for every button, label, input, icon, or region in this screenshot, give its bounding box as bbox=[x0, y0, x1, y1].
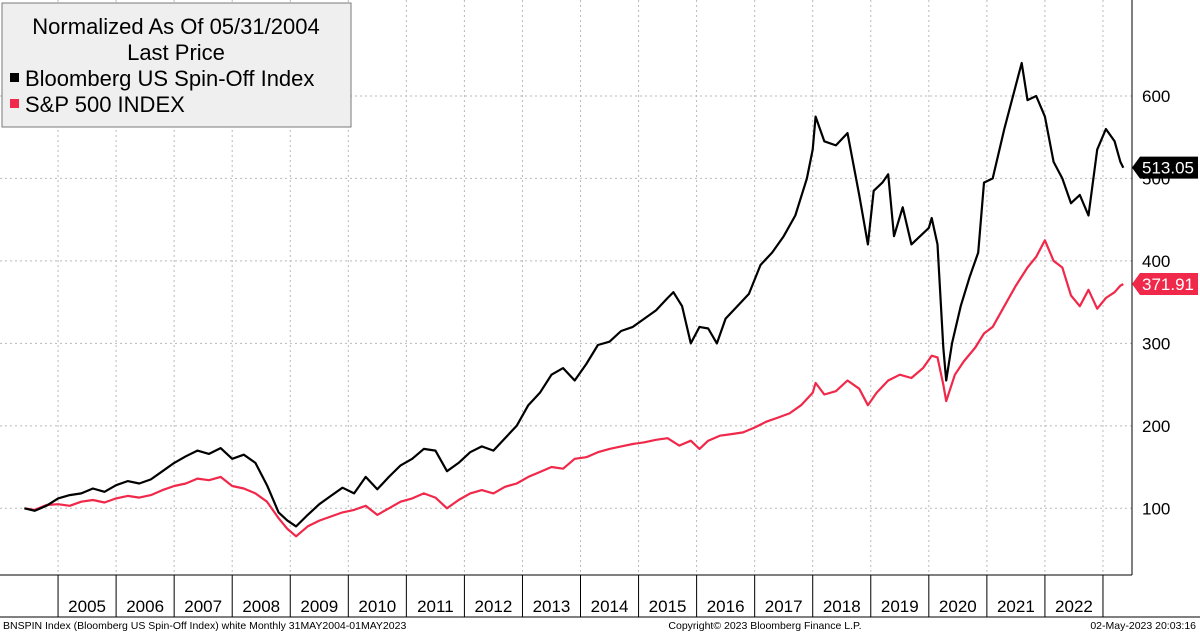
last-value-tags: 513.05 371.91 bbox=[1132, 156, 1198, 296]
x-tick-label: 2008 bbox=[242, 597, 280, 616]
series-lines bbox=[24, 61, 1125, 538]
legend-label-spinoff: Bloomberg US Spin-Off Index bbox=[25, 66, 314, 91]
x-tick-label: 2021 bbox=[997, 597, 1035, 616]
legend-title-line1: Normalized As Of 05/31/2004 bbox=[32, 14, 319, 39]
series-line-spinoff bbox=[24, 61, 1125, 528]
x-tick-label: 2011 bbox=[417, 597, 454, 616]
x-tick-label: 2012 bbox=[475, 597, 513, 616]
footer-right: 02-May-2023 20:03:16 bbox=[1090, 620, 1196, 632]
footer-center: Copyright© 2023 Bloomberg Finance L.P. bbox=[668, 620, 861, 632]
x-tick-label: 2014 bbox=[591, 597, 629, 616]
x-tick-label: 2010 bbox=[358, 597, 396, 616]
x-tick-label: 2006 bbox=[126, 597, 164, 616]
footer-left: BNSPIN Index (Bloomberg US Spin-Off Inde… bbox=[3, 620, 406, 632]
tag-background bbox=[1132, 273, 1198, 296]
x-tick-label: 2005 bbox=[68, 597, 106, 616]
x-tick-label: 2019 bbox=[881, 597, 919, 616]
x-tick-label: 2018 bbox=[823, 597, 861, 616]
last-value-tag-sp500: 371.91 bbox=[1132, 273, 1198, 296]
last-value-tag-spinoff: 513.05 bbox=[1132, 156, 1198, 179]
y-tick-label: 200 bbox=[1142, 417, 1170, 436]
tag-label: 371.91 bbox=[1142, 275, 1194, 294]
legend-box bbox=[1, 2, 352, 128]
x-tick-label: 2016 bbox=[707, 597, 745, 616]
y-tick-label: 600 bbox=[1142, 87, 1170, 106]
x-tick-label: 2015 bbox=[649, 597, 687, 616]
x-tick-label: 2020 bbox=[939, 597, 977, 616]
x-tick-label: 2013 bbox=[533, 597, 571, 616]
y-tick-label: 400 bbox=[1142, 252, 1170, 271]
x-tick-label: 2009 bbox=[300, 597, 338, 616]
x-tick-label: 2022 bbox=[1055, 597, 1093, 616]
series-line-sp500 bbox=[24, 239, 1124, 538]
legend-swatch-spinoff bbox=[10, 73, 19, 82]
tag-label: 513.05 bbox=[1142, 159, 1194, 178]
x-tick-label: 2007 bbox=[184, 597, 222, 616]
y-tick-label: 100 bbox=[1142, 499, 1170, 518]
y-tick-label: 300 bbox=[1142, 334, 1170, 353]
legend-swatch-sp500 bbox=[10, 99, 19, 108]
legend-label-sp500: S&P 500 INDEX bbox=[25, 92, 185, 117]
legend: Normalized As Of 05/31/2004 Last Price B… bbox=[1, 2, 352, 128]
x-tick-label: 2017 bbox=[765, 597, 803, 616]
footer: BNSPIN Index (Bloomberg US Spin-Off Inde… bbox=[3, 620, 1196, 632]
tag-background bbox=[1132, 156, 1198, 179]
legend-title-line2: Last Price bbox=[127, 40, 225, 65]
